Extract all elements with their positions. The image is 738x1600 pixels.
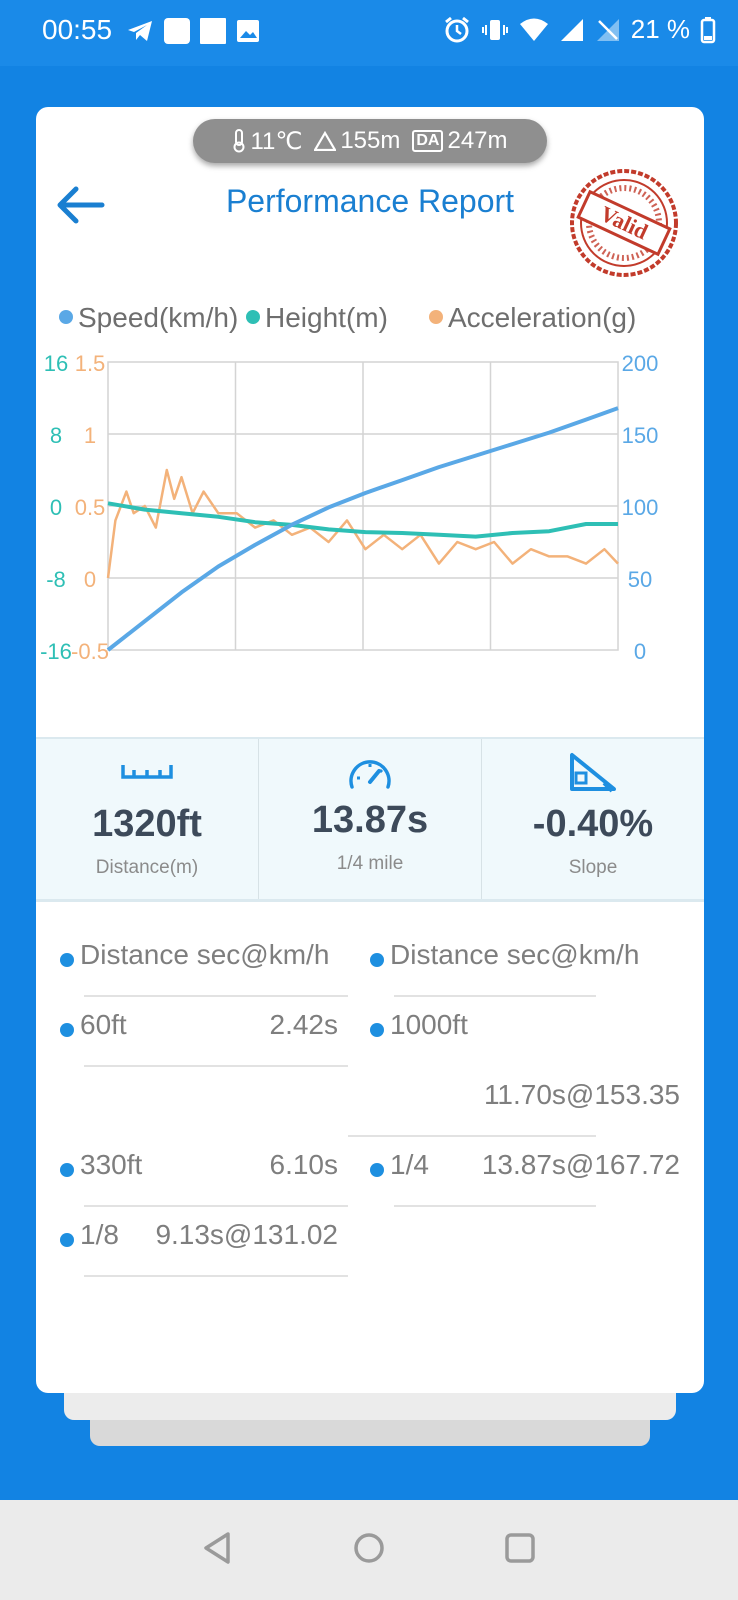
status-system-icons: 21 %	[443, 14, 716, 45]
status-bar: 00:55 21 %	[0, 0, 738, 66]
legend-dot	[59, 310, 73, 324]
telegram-icon	[128, 21, 152, 41]
altitude-value: 155m	[340, 127, 401, 154]
notification-square-icon	[164, 18, 190, 44]
vibrate-icon	[481, 19, 508, 40]
bullet-dot	[370, 953, 384, 967]
distance-label: Distance(m)	[95, 857, 199, 878]
series-line-speed	[106, 406, 619, 652]
environment-pill: 11℃ 155m DA 247m	[193, 119, 547, 163]
splits-header-label: Distance sec@km/h	[80, 939, 330, 970]
bullet-dot	[60, 1023, 74, 1037]
acceleration-axis-tick: -0.5	[71, 639, 109, 664]
legend-label: Acceleration(g)	[448, 302, 636, 333]
legend-label: Speed(km/h)	[78, 302, 238, 333]
splits-header-left: Distance sec@km/h	[36, 927, 366, 997]
time-label: 1/4 mile	[336, 853, 404, 874]
split-row: 330ft 6.10s	[36, 1137, 366, 1207]
split-time: 9.13s@131.02	[155, 1219, 338, 1250]
split-times: Distance sec@km/h Distance sec@km/h 60ft…	[36, 897, 704, 1297]
acceleration-axis-tick: 0	[84, 567, 96, 592]
nav-home-icon[interactable]	[353, 1530, 385, 1566]
battery-percentage: 21 %	[630, 14, 690, 44]
split-time: 13.87s@167.72	[481, 1149, 680, 1180]
series-line-acc	[106, 468, 619, 579]
legend-dot	[429, 310, 443, 324]
nav-recents-icon[interactable]	[504, 1530, 536, 1566]
split-row: 60ft 2.42s	[36, 997, 366, 1067]
split-row: 1/8 9.13s@131.02	[36, 1207, 366, 1277]
time-value: 13.87s	[311, 799, 429, 841]
notification-square-icon	[200, 18, 226, 44]
series-line-height	[107, 501, 618, 539]
density-altitude-badge: DA	[412, 130, 444, 152]
split-distance: 330ft	[80, 1149, 143, 1180]
status-time: 00:55	[42, 14, 113, 45]
height-axis-tick: -8	[46, 567, 66, 592]
split-time: 11.70s@153.35	[483, 1079, 680, 1110]
speed-axis-tick: 150	[622, 423, 659, 448]
valid-stamp: Valid	[570, 169, 678, 277]
acceleration-axis-tick: 0.5	[75, 495, 106, 520]
thermometer-icon	[233, 129, 245, 153]
density-altitude-value: 247m	[447, 127, 508, 154]
bullet-dot	[60, 1163, 74, 1177]
alarm-icon	[444, 16, 469, 42]
split-distance: 1000ft	[390, 1009, 468, 1040]
split-distance: 1/8	[80, 1219, 119, 1250]
slope-label: Slope	[568, 857, 618, 878]
battery-icon	[700, 16, 716, 43]
acceleration-axis-tick: 1	[84, 423, 96, 448]
legend-label: Height(m)	[265, 302, 388, 333]
back-arrow-icon[interactable]	[50, 180, 108, 230]
system-nav-bar	[0, 1500, 738, 1600]
speed-axis-tick: 200	[622, 351, 659, 376]
stat-distance: 1320ft Distance(m)	[36, 739, 258, 899]
speed-axis-tick: 100	[622, 495, 659, 520]
split-row: 1000ft 11.70s@153.35	[346, 997, 704, 1137]
height-axis-tick: -16	[40, 639, 72, 664]
split-time: 2.42s	[269, 1009, 339, 1040]
height-axis-tick: 8	[50, 423, 62, 448]
ruler-icon	[121, 765, 173, 779]
height-axis-tick: 16	[44, 351, 68, 376]
bullet-dot	[60, 953, 74, 967]
image-icon	[237, 20, 259, 42]
bullet-dot	[60, 1233, 74, 1247]
bullet-dot	[370, 1023, 384, 1037]
bullet-dot	[370, 1163, 384, 1177]
stat-time: 13.87s 1/4 mile	[258, 739, 481, 899]
performance-report-card: 11℃ 155m DA 247m Performance Report Vali…	[36, 107, 704, 1393]
slope-icon	[570, 753, 616, 793]
page-title: Performance Report	[225, 183, 515, 219]
split-distance: 1/4	[390, 1149, 429, 1180]
splits-header-label: Distance sec@km/h	[390, 939, 640, 970]
speed-axis-tick: 0	[634, 639, 646, 664]
split-row: 1/4 13.87s@167.72	[346, 1137, 704, 1207]
nav-back-icon[interactable]	[202, 1530, 232, 1566]
status-notification-icons	[126, 18, 260, 44]
legend-dot	[246, 310, 260, 324]
signal-icon	[560, 18, 583, 41]
split-time: 6.10s	[269, 1149, 339, 1180]
acceleration-axis-tick: 1.5	[75, 351, 106, 376]
distance-value: 1320ft	[92, 803, 202, 845]
summary-stats: 1320ft Distance(m) 13.87s 1/4 mile -0.40…	[36, 737, 704, 902]
height-axis-tick: 0	[50, 495, 62, 520]
altitude-icon	[314, 131, 337, 151]
split-distance: 60ft	[80, 1009, 127, 1040]
no-sim-icon	[596, 18, 619, 41]
stat-slope: -0.40% Slope	[481, 739, 704, 899]
splits-header-right: Distance sec@km/h	[346, 927, 704, 997]
speedometer-icon	[349, 760, 391, 789]
temperature-value: 11℃	[250, 127, 303, 155]
slope-value: -0.40%	[532, 803, 654, 845]
wifi-icon	[519, 18, 548, 41]
performance-chart: Speed(km/h) Height(m) Acceleration(g) 16 1.5…	[40, 302, 659, 664]
speed-axis-tick: 50	[628, 567, 652, 592]
